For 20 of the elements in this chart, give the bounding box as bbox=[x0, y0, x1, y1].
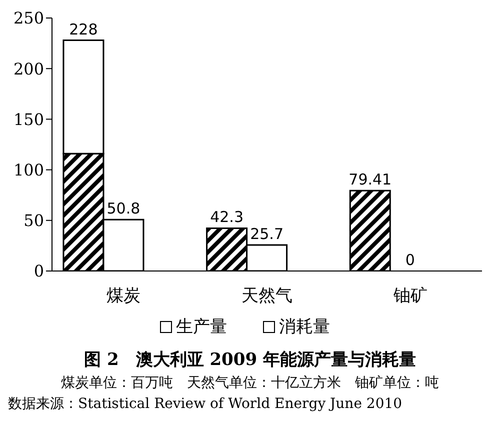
legend-label: 消耗量 bbox=[278, 316, 330, 338]
data-label: 42.3 bbox=[210, 208, 244, 226]
data-label: 25.7 bbox=[250, 224, 284, 243]
data-label: 50.8 bbox=[106, 200, 140, 218]
y-tick-label: 100 bbox=[13, 160, 44, 180]
x-tick-label: 铀矿 bbox=[392, 286, 428, 306]
x-tick-label: 天然气 bbox=[242, 286, 292, 306]
source-note: 数据来源：Statistical Review of World Energy June 2010 bbox=[8, 395, 404, 413]
data-label: 79.41 bbox=[348, 170, 392, 189]
legend-label: 生产量 bbox=[175, 316, 227, 338]
x-tick-label: 煤炭 bbox=[106, 286, 141, 306]
data-label: 228 bbox=[69, 20, 98, 38]
text: 煤炭单位：百万吨 天然气单位：十亿立方米 铀矿单位：吨 bbox=[60, 374, 440, 392]
y-tick-label: 0 bbox=[34, 262, 44, 281]
y-tick-label: 150 bbox=[13, 110, 44, 129]
text: 图 2 澳大利亚 2009 年能源产量与消耗量 bbox=[83, 349, 417, 371]
y-tick-label: 250 bbox=[13, 8, 44, 28]
y-tick-label: 200 bbox=[13, 59, 44, 78]
y-tick-label: 50 bbox=[24, 211, 44, 230]
data-label: 0 bbox=[405, 251, 415, 269]
